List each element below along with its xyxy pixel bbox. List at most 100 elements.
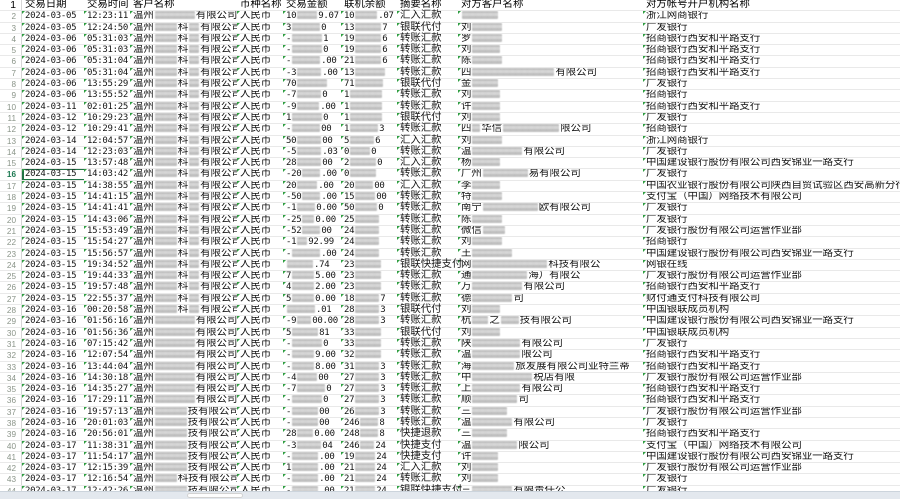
cell-counterparty-name[interactable]: 网科技有限公 [458,259,643,270]
row-number[interactable]: 21 [0,225,22,237]
row-number[interactable]: 29 [0,316,22,327]
row-number[interactable]: 27 [0,293,22,305]
cell-summary[interactable]: 转账汇款 [397,202,458,213]
cell-transaction-time[interactable]: 02:01:25 [84,101,130,112]
cell-amount[interactable]: -00 [283,124,341,134]
cell-currency[interactable]: 人民币 [237,395,283,405]
cell-customer-name[interactable]: 温州 有限公司 [130,11,237,21]
row-number[interactable]: 9 [0,90,22,101]
cell-summary[interactable]: 转账汇款 [397,168,458,179]
cell-customer-name[interactable]: 温州科有限公司 [130,282,237,292]
cell-summary[interactable]: 转账汇款 [397,394,458,405]
cell-currency[interactable]: 人民币 [237,192,283,202]
row-number[interactable]: 22 [0,237,22,248]
cell-transaction-time[interactable]: 05:31:03 [84,45,130,55]
cell-amount[interactable]: -1 [283,33,341,44]
cell-balance[interactable]: 28 3 [341,305,397,315]
cell-balance[interactable]: 24 [341,237,397,247]
cell-balance[interactable]: 1 [341,90,397,100]
cell-currency[interactable]: 人民币 [237,33,283,44]
cell-customer-name[interactable]: 温州科有限公司 [130,237,237,247]
cell-balance[interactable]: 33 [341,327,397,338]
cell-counterparty-name[interactable]: 温限公司 [458,350,643,360]
cell-transaction-time[interactable]: 00:20:58 [84,305,130,315]
cell-summary[interactable]: 银联快捷支付 [397,259,462,270]
cell-currency[interactable]: 人民币 [237,259,283,270]
cell-counterparty-bank[interactable]: 中国建设银行股份有限公司西安锦业一路支行 [643,248,900,259]
row-number[interactable]: 2 [0,11,22,22]
cell-counterparty-bank[interactable]: 广发银行 [643,485,900,496]
cell-transaction-date[interactable]: 2024-03-17 [22,485,84,496]
cell-currency[interactable]: 人民币 [237,214,283,225]
row-number[interactable]: 18 [0,192,22,203]
cell-customer-name[interactable]: 温州 有限公司 [130,395,237,405]
cell-transaction-date[interactable]: 2024-03-16 [22,350,84,360]
cell-summary[interactable]: 转账汇款 [397,315,458,326]
cell-transaction-date[interactable]: 2024-03-15 [22,225,84,236]
cell-amount[interactable]: -8.00 [283,361,341,372]
cell-counterparty-bank[interactable]: 招商银行 [643,237,900,247]
cell-counterparty-name[interactable]: 温有限公司 [458,417,643,428]
cell-transaction-time[interactable]: 05:31:04 [84,67,130,78]
cell-customer-name[interactable]: 温州科有限公司 [130,158,237,168]
cell-currency[interactable]: 人民币 [237,112,283,123]
cell-transaction-date[interactable]: 2024-03-06 [22,56,84,66]
cell-counterparty-name[interactable]: 杭之技有限公司 [458,316,643,326]
cell-amount[interactable]: -4 00 [283,372,341,383]
cell-transaction-date[interactable]: 2024-03-06 [22,67,84,78]
cell-currency[interactable]: 人民币 [237,248,283,259]
cell-transaction-time[interactable]: 14:38:55 [84,180,130,191]
cell-transaction-time[interactable]: 10:29:23 [84,112,130,123]
cell-balance[interactable]: 27 3 [341,384,397,394]
row-number[interactable]: 35 [0,384,22,395]
cell-customer-name[interactable]: 温州技有限公司 [130,440,237,451]
row-number[interactable]: 10 [0,101,22,112]
cell-currency[interactable]: 人民币 [237,282,283,292]
cell-counterparty-name[interactable]: 南宁 欧有限公司 [458,203,643,213]
cell-amount[interactable]: -9.00 [283,101,341,112]
cell-counterparty-name[interactable]: 刘 [458,45,643,55]
cell-currency[interactable]: 人民币 [237,158,283,168]
cell-customer-name[interactable]: 温州 有限公司 [130,350,237,360]
cell-balance[interactable]: 27 3 [341,372,397,383]
row-number[interactable]: 17 [0,180,22,192]
cell-currency[interactable]: 人民币 [237,90,283,100]
row-number[interactable]: 42 [0,463,22,474]
cell-amount[interactable]: -0 [283,338,341,349]
cell-balance[interactable]: 24 [341,248,397,259]
cell-balance[interactable]: 28 3 [341,316,397,326]
cell-amount[interactable]: -5.03 [283,146,341,157]
cell-customer-name[interactable]: 温州科有限公司 [130,293,237,304]
cell-transaction-time[interactable]: 01:56:36 [84,327,130,338]
cell-summary[interactable]: 银联快捷支付 [397,485,462,496]
cell-counterparty-bank[interactable]: 广发银行 [643,214,900,225]
cell-transaction-time[interactable]: 12:04:57 [84,135,130,146]
cell-amount[interactable]: 70 [283,79,341,89]
cell-counterparty-name[interactable]: 许 [458,101,643,112]
row-number[interactable]: 37 [0,406,22,417]
cell-counterparty-name[interactable]: 刘 [458,90,643,100]
cell-counterparty-bank[interactable]: 广发银行 [643,338,900,349]
cell-amount[interactable]: -.00 [283,485,341,496]
cell-customer-name[interactable]: 温州科有限公司 [130,67,237,78]
cell-customer-name[interactable]: 温州科有限公司 [130,180,237,191]
col-header-counterparty-name[interactable]: 对方客户名称 [461,0,524,10]
cell-transaction-time[interactable]: 14:35:27 [84,384,130,394]
cell-balance[interactable]: 19 24 [341,451,397,462]
cell-summary[interactable]: 转账汇款 [397,101,458,112]
cell-summary[interactable]: 转账汇款 [397,474,458,484]
cell-transaction-time[interactable]: 13:57:48 [84,158,130,168]
cell-summary[interactable]: 转账汇款 [397,146,458,157]
cell-counterparty-bank[interactable]: 招商银行 [643,124,900,134]
row-number[interactable]: 12 [0,124,22,135]
cell-currency[interactable]: 人民币 [237,225,283,236]
cell-amount[interactable]: -1 0.00 [283,203,341,213]
cell-counterparty-bank[interactable]: 广发银行 [643,169,900,179]
cell-transaction-date[interactable]: 2024-03-16 [22,305,84,315]
cell-counterparty-bank[interactable]: 广发银行 [643,22,900,33]
cell-summary[interactable]: 汇入汇款 [397,462,458,473]
cell-balance[interactable]: 32 [341,350,397,360]
cell-customer-name[interactable]: 温州技有限公司 [130,463,237,473]
cell-transaction-time[interactable]: 12:24:50 [84,22,130,33]
